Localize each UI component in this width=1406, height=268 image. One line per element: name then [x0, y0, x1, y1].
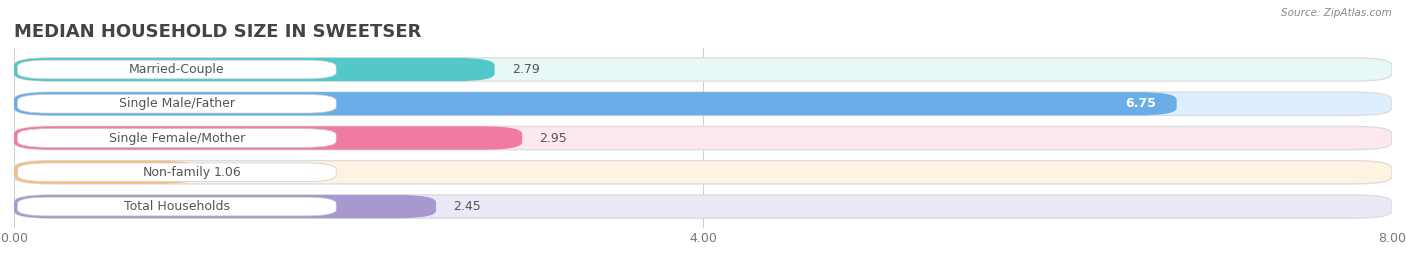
- FancyBboxPatch shape: [17, 197, 336, 216]
- FancyBboxPatch shape: [14, 195, 436, 218]
- Text: Single Male/Father: Single Male/Father: [120, 97, 235, 110]
- FancyBboxPatch shape: [14, 58, 495, 81]
- Text: Non-family: Non-family: [143, 166, 211, 179]
- Text: Single Female/Mother: Single Female/Mother: [108, 132, 245, 144]
- Text: 2.95: 2.95: [540, 132, 567, 144]
- FancyBboxPatch shape: [17, 163, 336, 182]
- FancyBboxPatch shape: [14, 92, 1392, 116]
- FancyBboxPatch shape: [17, 60, 336, 79]
- FancyBboxPatch shape: [14, 161, 197, 184]
- Text: Source: ZipAtlas.com: Source: ZipAtlas.com: [1281, 8, 1392, 18]
- Text: Total Households: Total Households: [124, 200, 229, 213]
- FancyBboxPatch shape: [14, 58, 1392, 81]
- FancyBboxPatch shape: [14, 92, 1177, 116]
- Text: 2.45: 2.45: [453, 200, 481, 213]
- FancyBboxPatch shape: [14, 126, 1392, 150]
- Text: 6.75: 6.75: [1125, 97, 1156, 110]
- FancyBboxPatch shape: [17, 129, 336, 147]
- Text: 2.79: 2.79: [512, 63, 540, 76]
- Text: 1.06: 1.06: [214, 166, 242, 179]
- FancyBboxPatch shape: [14, 195, 1392, 218]
- FancyBboxPatch shape: [14, 161, 1392, 184]
- Text: MEDIAN HOUSEHOLD SIZE IN SWEETSER: MEDIAN HOUSEHOLD SIZE IN SWEETSER: [14, 23, 422, 41]
- FancyBboxPatch shape: [14, 126, 522, 150]
- Text: Married-Couple: Married-Couple: [129, 63, 225, 76]
- FancyBboxPatch shape: [17, 94, 336, 113]
